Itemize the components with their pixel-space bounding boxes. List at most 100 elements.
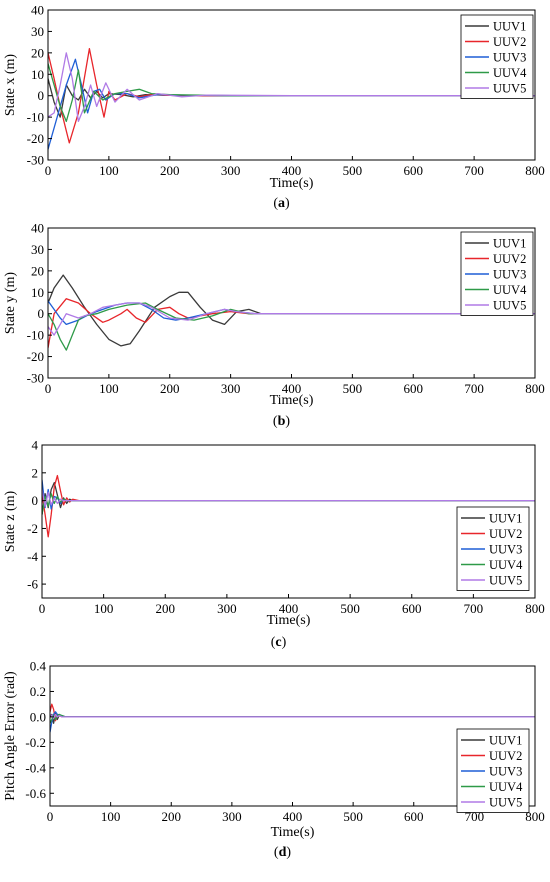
legend-label-uuv4: UUV4 — [489, 780, 523, 794]
panel-1: 0 100 200 300 400 500 600 700 800 -30 -20 -10 0 10 20 3… — [3, 3, 545, 212]
y-tick-label: -0.2 — [25, 735, 46, 750]
panel-label: (a) — [273, 196, 290, 211]
x-tick-label: 200 — [160, 381, 180, 396]
x-tick-label: 100 — [99, 163, 119, 178]
x-tick-label: 800 — [525, 601, 545, 616]
series-line-uuv2 — [48, 298, 535, 349]
panel-3: 0 100 200 300 400 500 600 700 800 -6 -4 -2 0 2 4 Time(s… — [3, 438, 545, 651]
y-tick-label: -30 — [27, 153, 44, 168]
y-tick-label: 0.0 — [30, 709, 46, 724]
x-tick-label: 800 — [525, 381, 545, 396]
panel-4: 0 100 200 300 400 500 600 700 800-0.6-0.4-0.20.0… — [3, 659, 545, 861]
series-group — [48, 274, 535, 351]
x-tick-label: 100 — [99, 381, 119, 396]
x-tick-label: 0 — [45, 381, 52, 396]
x-tick-label: 800 — [525, 809, 545, 824]
series-line-uuv5 — [48, 302, 535, 336]
y-tick-label: 2 — [32, 465, 39, 480]
series-line-uuv2 — [42, 474, 535, 538]
series-line-uuv3 — [42, 479, 535, 510]
legend-label-uuv5: UUV5 — [493, 82, 526, 96]
y-tick-label: 10 — [31, 285, 44, 300]
x-tick-label: 500 — [343, 163, 363, 178]
legend-label-uuv2: UUV2 — [493, 252, 526, 266]
legend-label-uuv5: UUV5 — [493, 299, 526, 313]
series-line-uuv1 — [48, 274, 535, 347]
legend-label-uuv2: UUV2 — [489, 527, 522, 541]
x-tick-label: 500 — [343, 809, 363, 824]
x-tick-label: 0 — [47, 809, 54, 824]
x-tick-label: 0 — [45, 163, 52, 178]
legend-label-uuv4: UUV4 — [493, 66, 527, 80]
x-tick-label: 100 — [101, 809, 121, 824]
x-tick-label: 200 — [162, 809, 182, 824]
y-axis-title: State y (m) — [3, 272, 18, 335]
x-axis-title: Time(s) — [267, 613, 311, 628]
panel-label: (b) — [273, 414, 290, 429]
legend-label-uuv3: UUV3 — [489, 765, 522, 779]
series-group — [42, 474, 535, 538]
y-tick-label: 0.4 — [30, 659, 47, 674]
legend-label-uuv2: UUV2 — [489, 749, 522, 763]
x-tick-label: 0 — [39, 601, 46, 616]
legend-label-uuv3: UUV3 — [493, 51, 526, 65]
x-axis-title: Time(s) — [271, 825, 315, 840]
x-tick-label: 500 — [340, 601, 360, 616]
x-tick-label: 700 — [464, 381, 484, 396]
x-tick-label: 800 — [525, 163, 545, 178]
y-axis-title: State z (m) — [3, 490, 18, 552]
y-tick-label: 40 — [31, 3, 44, 18]
x-tick-label: 600 — [404, 809, 424, 824]
y-tick-label: -0.4 — [25, 760, 46, 775]
series-line-uuv5 — [42, 489, 535, 507]
y-tick-label: -2 — [27, 521, 38, 536]
x-tick-label: 200 — [160, 163, 180, 178]
x-axis-title: Time(s) — [270, 393, 314, 408]
y-axis-title: Pitch Angle Error (rad) — [3, 671, 18, 801]
y-tick-label: 30 — [31, 242, 44, 257]
legend-label-uuv5: UUV5 — [489, 796, 522, 810]
y-tick-label: 10 — [31, 67, 44, 82]
legend-label-uuv4: UUV4 — [489, 558, 523, 572]
x-tick-label: 600 — [404, 163, 424, 178]
legend-label-uuv5: UUV5 — [489, 574, 522, 588]
x-tick-label: 400 — [279, 601, 299, 616]
y-tick-label: -30 — [27, 371, 44, 386]
y-tick-label: -0.6 — [25, 786, 46, 801]
y-tick-label: 0 — [38, 306, 45, 321]
y-tick-label: 0.2 — [30, 684, 46, 699]
y-tick-label: -4 — [27, 549, 38, 564]
series-line-uuv4 — [50, 713, 535, 724]
x-tick-label: 300 — [217, 601, 237, 616]
legend-label-uuv3: UUV3 — [489, 543, 522, 557]
panel-label: (c) — [271, 635, 287, 650]
y-tick-label: 30 — [31, 24, 44, 39]
x-tick-label: 300 — [221, 381, 241, 396]
y-tick-label: -20 — [27, 349, 44, 364]
x-tick-label: 400 — [282, 163, 302, 178]
x-tick-label: 400 — [283, 809, 303, 824]
x-tick-label: 500 — [343, 381, 363, 396]
panel-label: (d) — [274, 845, 291, 860]
y-tick-label: 20 — [31, 263, 44, 278]
legend-label-uuv4: UUV4 — [493, 283, 527, 297]
x-tick-label: 300 — [222, 809, 242, 824]
y-axis-title: State x (m) — [3, 54, 18, 117]
x-tick-label: 300 — [221, 163, 241, 178]
legend-label-uuv1: UUV1 — [489, 512, 522, 526]
panel-2: 0 100 200 300 400 500 600 700 800 -30 -20 -10 0 10 20 3… — [3, 221, 545, 430]
y-tick-label: 4 — [32, 438, 39, 453]
x-tick-label: 700 — [464, 601, 484, 616]
y-tick-label: -10 — [27, 328, 44, 343]
x-tick-label: 700 — [464, 163, 484, 178]
series-line-uuv2 — [50, 703, 535, 722]
y-tick-label: 40 — [31, 221, 44, 236]
series-line-uuv5 — [48, 52, 535, 123]
series-line-uuv1 — [50, 712, 535, 724]
y-tick-label: 0 — [32, 493, 39, 508]
